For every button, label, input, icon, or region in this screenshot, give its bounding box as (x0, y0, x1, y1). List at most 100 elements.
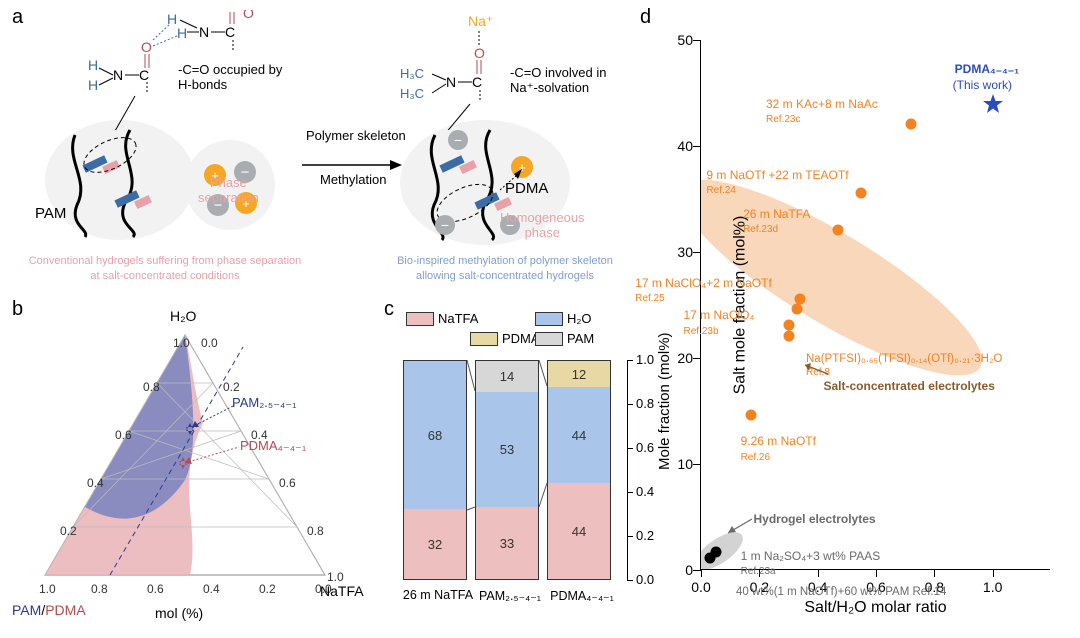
ternary-right-label: NaTFA (320, 583, 364, 599)
point-label: 17 m NaClO₄+2 m NaOTfRef.25 (635, 276, 772, 305)
c-tick-label: 0.6 (636, 440, 654, 455)
y-tick (693, 464, 701, 465)
hydro-arrow (724, 517, 754, 537)
svg-text:H₃C: H₃C (400, 86, 424, 101)
svg-text:H: H (88, 77, 98, 93)
legend-label: NaTFA (438, 311, 478, 326)
ternary-diagram: 0.20.4 0.60.8 1.0 0.0 0.20.4 0.60.8 1.0 … (25, 305, 345, 610)
data-point (792, 304, 803, 315)
data-point (795, 293, 806, 304)
c-tick (627, 580, 633, 581)
data-point (856, 187, 867, 198)
y-tick (693, 146, 701, 147)
c-tick (627, 448, 633, 449)
ternary-top-label: H₂O (170, 308, 196, 324)
svg-text:0.0: 0.0 (201, 336, 218, 350)
x-axis-title: Salt/H₂O molar ratio (701, 599, 1050, 617)
data-point (783, 320, 794, 331)
svg-text:C: C (472, 74, 482, 90)
arrow-top-label: Polymer skeleton (306, 128, 406, 143)
svg-text:−: − (454, 132, 462, 148)
c-tick-label: 0.8 (636, 396, 654, 411)
x-tick-label: 0.0 (691, 579, 710, 595)
point-label: 26 m NaTFARef.23d (743, 207, 810, 236)
polymer-name-right: PDMA (505, 180, 548, 197)
panel-label-c: c (384, 298, 394, 321)
y-tick-label: 10 (663, 456, 693, 472)
svg-text:O: O (243, 10, 254, 21)
polymer-squiggles (55, 125, 195, 240)
ternary-left-label: PAM/PDMA (12, 602, 86, 618)
svg-text:0.6: 0.6 (115, 428, 132, 442)
salt-region-label: Salt-concentrated electrolytes (824, 379, 995, 393)
y-tick-label: 40 (663, 138, 693, 154)
svg-text:H: H (167, 11, 177, 27)
bar-stack: 444412 (547, 360, 611, 580)
bar-stack: 335314 (475, 360, 539, 580)
legend-swatch (406, 312, 434, 326)
c-tick (627, 404, 633, 405)
extra-label: Na(PTFSI)₀.₆₅(TFSI)₀.₁₄(OTf)₀.₂₁·3H₂ORef… (806, 353, 1002, 381)
salt-arrow (800, 363, 830, 377)
svg-text:H₃C: H₃C (400, 66, 424, 81)
data-point (783, 330, 794, 341)
svg-text:1.0: 1.0 (173, 336, 190, 350)
bubble-right: -C=O involved in Na⁺-solvation (510, 65, 606, 96)
legend-swatch (535, 332, 563, 346)
bottom-gray-label: 40 wt%(1 m NaOTf)+60 wt% PAM Ref.14 (736, 586, 946, 600)
svg-text:−: − (441, 217, 449, 233)
y-tick-label: 0 (663, 562, 693, 578)
svg-text:H: H (88, 57, 98, 73)
y-tick (693, 252, 701, 253)
polymer-name-left: PAM (35, 205, 66, 222)
star-label: PDMA₄₋₄₋₁ (955, 62, 1019, 76)
panel-d: Salt/H₂O molar ratio Salt mole fraction … (640, 10, 1070, 620)
caption-right: Bio-inspired methylation of polymer skel… (365, 254, 645, 284)
star-label2: (This work) (953, 78, 1012, 92)
svg-text:N: N (113, 67, 123, 83)
c-tick-label: 1.0 (636, 352, 654, 367)
star-icon (982, 93, 1004, 115)
c-tick-label: 0.2 (636, 528, 654, 543)
y-tick-label: 20 (663, 350, 693, 366)
y-tick-label: 50 (663, 32, 693, 48)
x-tick (701, 569, 702, 577)
bar-segment: 33 (476, 507, 538, 579)
point-label: 9.26 m NaOTfRef.26 (741, 434, 816, 463)
c-tick (627, 360, 633, 361)
point-label: 17 m NaClO₄Ref.23b (684, 308, 755, 337)
svg-text:C: C (139, 67, 149, 83)
y-tick (693, 570, 701, 571)
y-tick (693, 40, 701, 41)
legend-label: PAM (567, 331, 594, 346)
bar-segment: 14 (476, 361, 538, 392)
legend-label: PDMA (502, 331, 540, 346)
ternary-pdma-point-label: PDMA₄₋₄₋₁ (240, 438, 306, 454)
svg-text:O: O (141, 39, 152, 55)
svg-text:C: C (225, 24, 235, 40)
schematic-left: + − − + PAM Phase separation H H N C O H… (30, 10, 310, 270)
data-point (745, 410, 756, 421)
bar-segment: 53 (476, 392, 538, 508)
bar-segment: 12 (548, 361, 610, 387)
svg-text:O: O (474, 45, 485, 61)
hydrogel-region-label: Hydrogel electrolytes (754, 512, 876, 526)
x-tick-label: 1.0 (983, 579, 1002, 595)
data-point (906, 118, 917, 129)
data-point (704, 553, 715, 564)
point-label: 32 m KAc+8 m NaAcRef.23c (766, 97, 878, 126)
x-tick (993, 569, 994, 577)
phase-sep-label: Phase separation (198, 175, 259, 205)
ternary-pam-point-label: PAM₂.₅₋₄₋₁ (232, 395, 297, 411)
panel-label-b: b (12, 298, 23, 321)
svg-text:0.8: 0.8 (91, 582, 108, 596)
point-label: 1 m Na₂SO₄+3 wt% PAASRef.23a (741, 549, 881, 578)
svg-text:1.0: 1.0 (39, 582, 56, 596)
y-tick-label: 30 (663, 244, 693, 260)
plot-area: Salt/H₂O molar ratio Salt mole fraction … (700, 40, 1050, 570)
arrow-bottom-label: Methylation (320, 172, 386, 187)
bar-segment: 44 (548, 387, 610, 483)
c-tick-label: 0.4 (636, 484, 654, 499)
svg-text:H: H (177, 25, 187, 41)
svg-text:0.8: 0.8 (143, 380, 160, 394)
